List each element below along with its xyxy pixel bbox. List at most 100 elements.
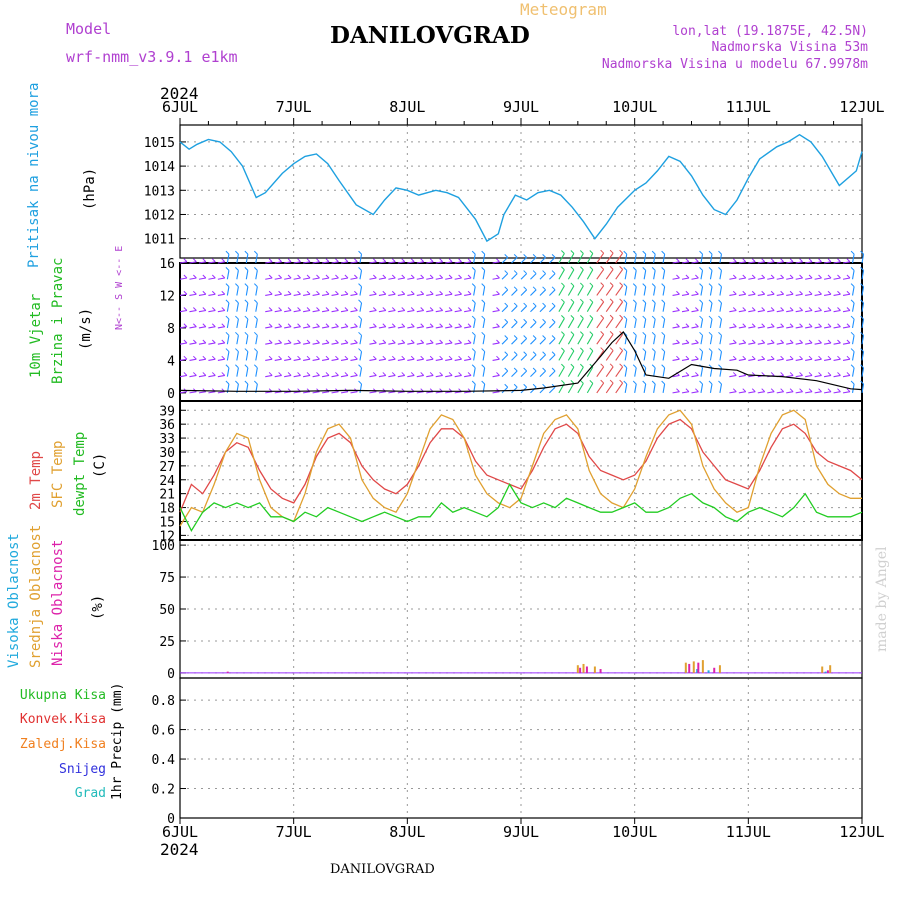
wind-barb-flag bbox=[481, 250, 486, 255]
wind-barb bbox=[814, 326, 822, 329]
wind-barb bbox=[738, 277, 746, 280]
wind-barb bbox=[605, 252, 614, 264]
wind-barb-flag bbox=[789, 258, 794, 263]
wind-barb bbox=[331, 326, 339, 329]
legend-conv-precip: Konvek.Kisa bbox=[19, 712, 106, 727]
wind-barb-flag bbox=[676, 258, 680, 263]
xtick-label-top: 9JUL bbox=[503, 98, 539, 116]
wind-barb bbox=[226, 351, 230, 361]
wind-barb-flag bbox=[579, 347, 584, 352]
wind-barb-flag bbox=[523, 351, 528, 356]
wind-barb-flag bbox=[789, 339, 794, 344]
wind-barb bbox=[634, 335, 637, 345]
wind-barb bbox=[662, 318, 666, 329]
wind-barb-flag bbox=[561, 331, 565, 336]
wind-barb-flag bbox=[481, 315, 486, 320]
wind-barb-flag bbox=[297, 274, 301, 279]
wind-barb-flag bbox=[818, 258, 822, 263]
wind-barb-flag bbox=[458, 307, 462, 311]
wind-barb-flag bbox=[448, 372, 453, 376]
wind-barb bbox=[388, 326, 396, 329]
wind-barb bbox=[776, 358, 784, 361]
wind-barb bbox=[700, 383, 704, 393]
wind-barb-flag bbox=[632, 380, 637, 385]
wind-barb bbox=[464, 293, 472, 297]
wind-barb-flag bbox=[718, 283, 722, 287]
wind-barb-flag bbox=[354, 290, 358, 295]
wind-barb-flag bbox=[789, 355, 794, 360]
wind-barb-flag bbox=[623, 283, 628, 287]
wind-barb bbox=[624, 351, 628, 361]
wind-barb-flag bbox=[609, 266, 614, 270]
wind-barb-flag bbox=[818, 290, 822, 295]
wind-barb bbox=[255, 302, 258, 312]
wind-barb-flag bbox=[211, 258, 216, 263]
wind-barb-flag bbox=[642, 283, 647, 287]
wind-barb-flag bbox=[619, 298, 623, 303]
elevation-label: Nadmorska Visina 53m bbox=[711, 40, 868, 55]
wind-barb-flag bbox=[211, 323, 216, 328]
wind-barb-flag bbox=[244, 364, 249, 369]
ytick-label: 12 bbox=[159, 529, 175, 544]
wind-barb-flag bbox=[850, 267, 855, 271]
wind-barb bbox=[179, 293, 187, 297]
wind-barb bbox=[719, 254, 723, 264]
wind-barb-flag bbox=[732, 339, 737, 344]
wind-barb-flag bbox=[532, 286, 537, 291]
wind-barb-flag bbox=[761, 372, 766, 376]
ytick-label: 12 bbox=[159, 289, 175, 304]
wind-barb-flag bbox=[391, 290, 396, 295]
wind-barb bbox=[567, 350, 575, 361]
wind-barb bbox=[397, 326, 405, 329]
wind-barb bbox=[416, 374, 424, 378]
wind-barb-flag bbox=[827, 274, 832, 279]
wind-barb bbox=[549, 289, 556, 296]
wind-barb bbox=[700, 367, 704, 377]
wind-barb bbox=[643, 270, 647, 280]
wind-barb bbox=[558, 285, 565, 296]
wind-barb bbox=[359, 367, 363, 377]
ytick-label: 75 bbox=[159, 571, 175, 586]
wind-barb bbox=[861, 286, 865, 296]
wind-barb-flag bbox=[699, 267, 703, 271]
wind-barb-flag bbox=[846, 274, 851, 279]
wind-barb bbox=[653, 318, 656, 329]
wind-barb-flag bbox=[496, 307, 500, 311]
wind-barb bbox=[805, 261, 813, 264]
wind-barb-flag bbox=[221, 307, 226, 311]
wind-barb bbox=[426, 358, 434, 361]
wind-barb bbox=[303, 261, 311, 264]
wind-barb-flag bbox=[278, 372, 282, 376]
wind-barb-flag bbox=[780, 290, 784, 295]
wind-barb-flag bbox=[391, 307, 396, 311]
wind-barb-flag bbox=[202, 339, 207, 344]
wind-barb-flag bbox=[770, 307, 775, 311]
wind-barb-flag bbox=[799, 388, 803, 393]
wind-barb-flag bbox=[316, 372, 320, 376]
wind-barb bbox=[605, 366, 614, 377]
wind-barb-flag bbox=[504, 351, 509, 356]
wind-barb-flag bbox=[542, 335, 546, 339]
wind-barb bbox=[217, 277, 225, 280]
wind-barb-flag bbox=[335, 258, 339, 263]
wind-barb bbox=[492, 342, 500, 345]
wind-barb bbox=[634, 286, 637, 296]
wind-barb-flag bbox=[335, 307, 339, 311]
wind-barb bbox=[473, 302, 476, 312]
wind-barb-flag bbox=[632, 331, 637, 336]
wind-barb-flag bbox=[542, 383, 546, 388]
wind-barb bbox=[321, 261, 330, 264]
wind-barb-flag bbox=[561, 250, 565, 254]
wind-barb-flag bbox=[306, 355, 311, 360]
wind-barb bbox=[833, 277, 841, 280]
wind-barb bbox=[482, 335, 486, 345]
wind-barb bbox=[672, 342, 680, 345]
wind-barb-flag bbox=[458, 274, 462, 279]
wind-barb-flag bbox=[561, 315, 565, 319]
wind-barb bbox=[567, 318, 575, 329]
wind-barb bbox=[445, 293, 453, 297]
wind-barb-flag bbox=[439, 290, 443, 295]
wind-barb-flag bbox=[344, 258, 349, 263]
wind-barb bbox=[454, 261, 462, 264]
wind-barb bbox=[624, 254, 628, 264]
